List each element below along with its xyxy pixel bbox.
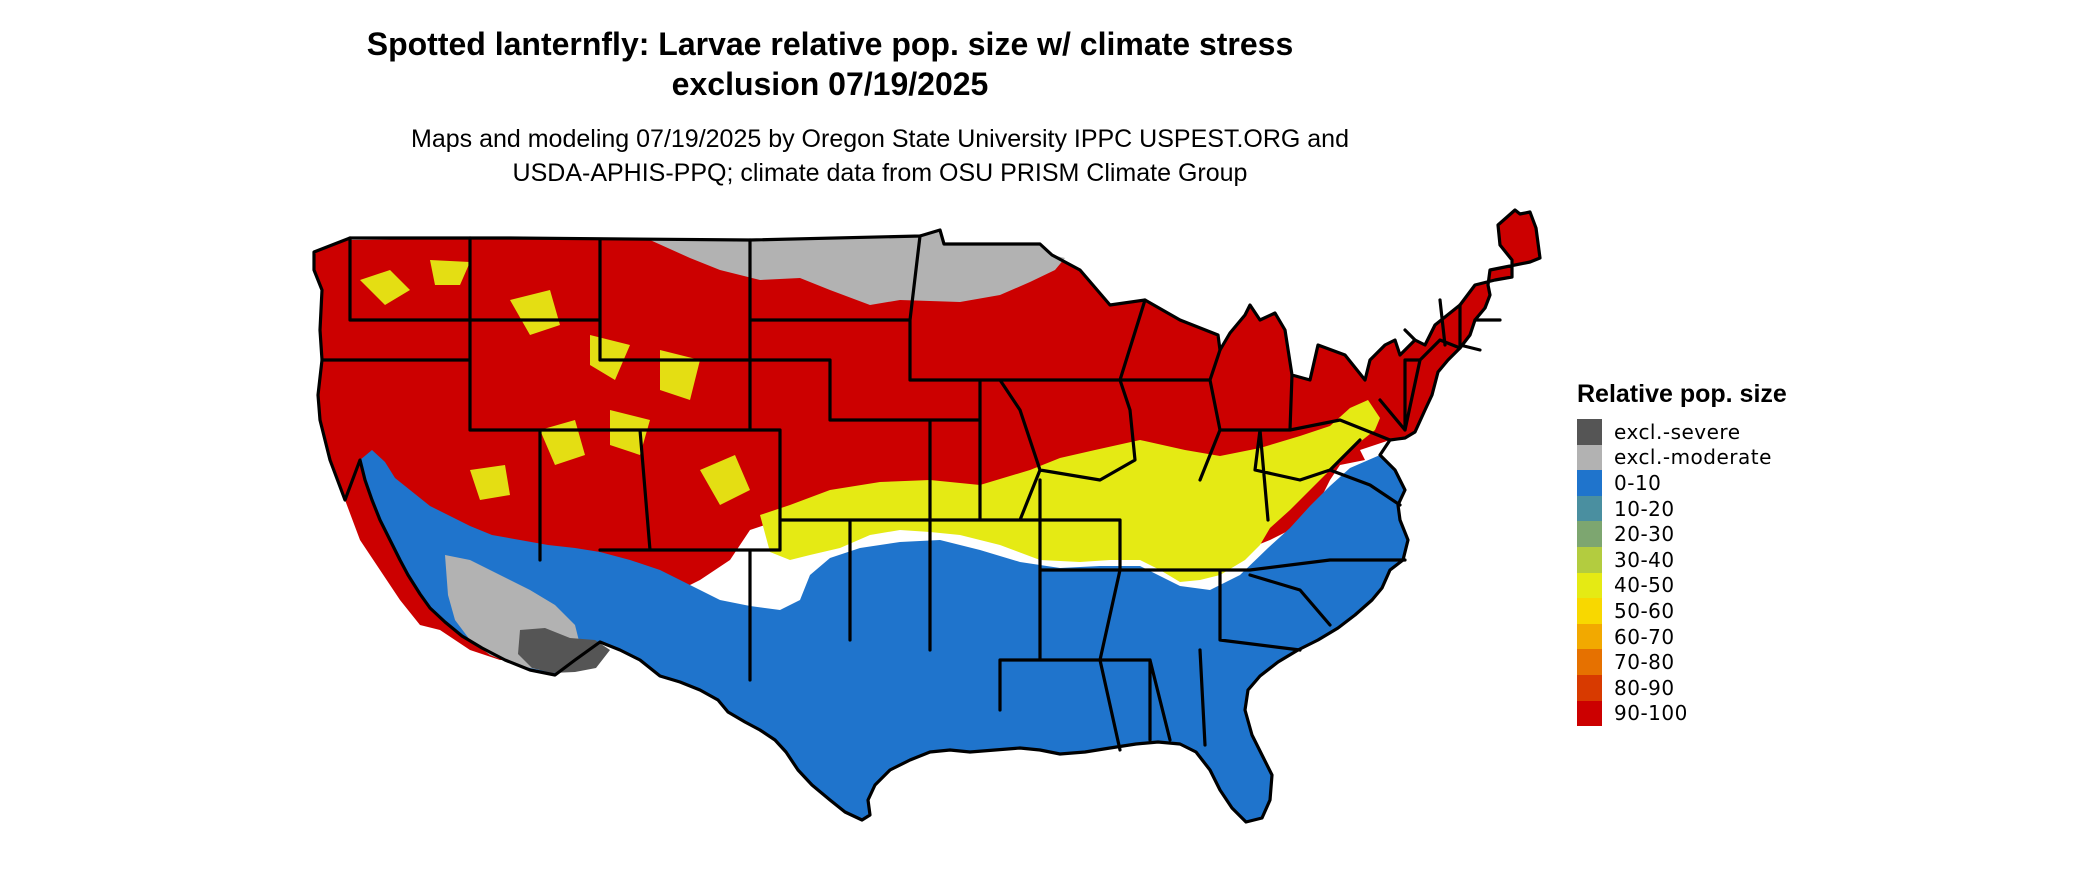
legend-label: excl.-moderate <box>1614 445 1772 470</box>
legend-item: excl.-moderate <box>1577 444 1787 471</box>
legend-swatch <box>1577 572 1602 599</box>
legend-label: excl.-severe <box>1614 419 1741 444</box>
legend-label: 40-50 <box>1614 573 1675 598</box>
us-land-low-population <box>360 450 1408 822</box>
legend-label: 70-80 <box>1614 650 1675 675</box>
legend-swatch <box>1577 623 1602 650</box>
legend-swatch <box>1577 700 1602 727</box>
legend-swatch <box>1577 495 1602 522</box>
population-legend: Relative pop. size excl.-severe excl.-mo… <box>1577 380 1787 727</box>
map-title-line-2: exclusion 07/19/2025 <box>671 66 989 102</box>
legend-item: excl.-severe <box>1577 419 1787 445</box>
transition-band-yellow <box>760 400 1380 582</box>
map-land <box>314 210 1540 822</box>
legend-label: 60-70 <box>1614 624 1675 649</box>
legend-label: 0-10 <box>1614 470 1662 495</box>
western-mountain-transition-patches <box>360 260 750 505</box>
legend-label: 90-100 <box>1614 701 1688 726</box>
map-title-line-1: Spotted lanternfly: Larvae relative pop.… <box>366 26 1294 62</box>
legend-item: 80-90 <box>1577 674 1787 701</box>
map-subtitle-line-2: USDA-APHIS-PPQ; climate data from OSU PR… <box>512 159 1248 187</box>
state-borders <box>312 208 1542 824</box>
legend-label: 10-20 <box>1614 496 1675 521</box>
legend-item: 90-100 <box>1577 700 1787 727</box>
map-title: Spotted lanternfly: Larvae relative pop.… <box>330 24 1330 104</box>
legend-swatch <box>1577 470 1602 496</box>
state-border-lines <box>320 234 1502 752</box>
us-outer-border <box>312 208 1542 824</box>
legend-item: 10-20 <box>1577 495 1787 522</box>
legend-item: 70-80 <box>1577 649 1787 675</box>
legend-swatch <box>1577 521 1602 547</box>
legend-swatch <box>1577 546 1602 573</box>
legend-item: 60-70 <box>1577 623 1787 650</box>
legend-label: 50-60 <box>1614 598 1675 623</box>
legend-label: 80-90 <box>1614 675 1675 700</box>
legend-item: 20-30 <box>1577 521 1787 547</box>
legend-item: 30-40 <box>1577 546 1787 573</box>
map-subtitle-line-1: Maps and modeling 07/19/2025 by Oregon S… <box>411 125 1349 153</box>
legend-items: excl.-severe excl.-moderate 0-10 10-20 2… <box>1577 419 1787 727</box>
legend-swatch <box>1577 598 1602 624</box>
legend-item: 0-10 <box>1577 470 1787 496</box>
legend-label: 20-30 <box>1614 522 1675 547</box>
legend-swatch <box>1577 649 1602 675</box>
legend-swatch <box>1577 419 1602 445</box>
legend-label: 30-40 <box>1614 547 1675 572</box>
legend-item: 50-60 <box>1577 598 1787 624</box>
legend-swatch <box>1577 444 1602 471</box>
moderate-exclusion-north <box>650 230 1065 305</box>
legend-title: Relative pop. size <box>1577 380 1787 408</box>
map-subtitle: Maps and modeling 07/19/2025 by Oregon S… <box>380 122 1380 190</box>
legend-swatch <box>1577 674 1602 701</box>
legend-item: 40-50 <box>1577 572 1787 599</box>
severe-exclusion-southwest <box>518 628 610 673</box>
